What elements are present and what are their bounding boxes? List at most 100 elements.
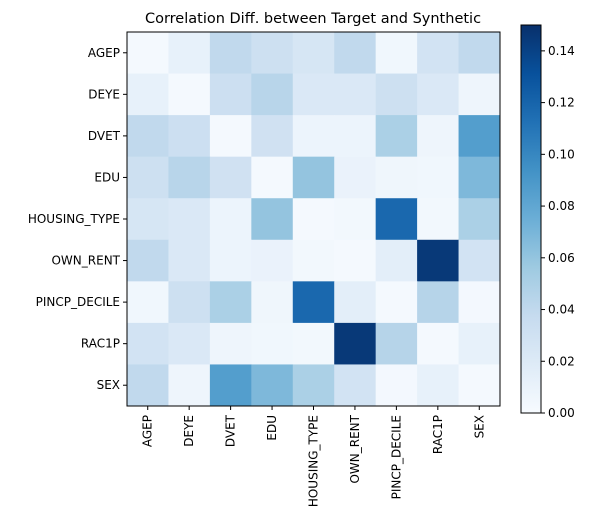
y-tick-label: RAC1P <box>81 337 120 351</box>
y-tick-label: PINCP_DECILE <box>36 295 120 309</box>
heatmap-cell <box>417 115 460 158</box>
heatmap-cell <box>458 73 501 116</box>
colorbar-tick-label: 0.14 <box>548 44 575 58</box>
heatmap-cell <box>375 239 418 282</box>
heatmap-cell <box>458 32 501 75</box>
heatmap-cell <box>168 32 211 75</box>
heatmap-cell <box>292 198 335 241</box>
heatmap-cell <box>417 239 460 282</box>
heatmap-cell <box>251 198 294 241</box>
heatmap-cell <box>417 32 460 75</box>
heatmap-cell <box>251 32 294 75</box>
heatmap-cell <box>292 32 335 75</box>
heatmap-cell <box>251 156 294 199</box>
heatmap-cell <box>209 281 252 324</box>
colorbar-tick-label: 0.00 <box>548 406 575 420</box>
heatmap-cell <box>127 239 169 282</box>
heatmap-cell <box>168 364 211 407</box>
heatmap-cell <box>251 115 294 158</box>
heatmap-cell <box>209 198 252 241</box>
colorbar-axis: 0.00 0.02 0.04 0.06 0.08 0.10 0.12 0.14 <box>541 44 575 420</box>
x-axis: AGEP DEYE DVET EDU HOUSING_TYPE OWN_RENT PINCP… <box>141 406 486 507</box>
heatmap-cell <box>417 73 460 116</box>
heatmap-cell <box>458 239 501 282</box>
heatmap-cell <box>251 239 294 282</box>
heatmap-cell <box>334 73 377 116</box>
y-tick-label: AGEP <box>88 46 120 60</box>
heatmap-cell <box>168 115 211 158</box>
heatmap-cell <box>209 73 252 116</box>
heatmap-cell <box>127 364 169 407</box>
heatmap-cell <box>251 281 294 324</box>
heatmap-cell <box>127 281 169 324</box>
x-tick-label: HOUSING_TYPE <box>307 415 321 507</box>
x-tick-label: PINCP_DECILE <box>389 415 403 499</box>
heatmap-cell <box>417 322 460 365</box>
heatmap-cell <box>375 73 418 116</box>
heatmap-cell <box>127 322 169 365</box>
heatmap-cell <box>334 115 377 158</box>
colorbar-tick-label: 0.04 <box>548 303 575 317</box>
heatmap-cell <box>251 322 294 365</box>
heatmap-cell <box>334 281 377 324</box>
x-tick-label: OWN_RENT <box>348 414 362 483</box>
heatmap-cell <box>168 156 211 199</box>
heatmap-cell <box>127 32 169 75</box>
heatmap-cell <box>375 198 418 241</box>
heatmap-cells <box>127 32 501 407</box>
heatmap-cell <box>458 156 501 199</box>
heatmap-cell <box>168 198 211 241</box>
y-tick-label: HOUSING_TYPE <box>28 212 120 226</box>
heatmap-cell <box>334 322 377 365</box>
heatmap-cell <box>168 281 211 324</box>
heatmap-cell <box>458 364 501 407</box>
heatmap-cell <box>127 198 169 241</box>
heatmap-cell <box>417 156 460 199</box>
heatmap-cell <box>292 156 335 199</box>
heatmap-cell <box>375 32 418 75</box>
heatmap-cell <box>375 322 418 365</box>
heatmap-cell <box>168 239 211 282</box>
x-tick-label: EDU <box>265 415 279 441</box>
y-tick-label: EDU <box>94 170 120 184</box>
heatmap-cell <box>334 239 377 282</box>
y-axis: AGEP DEYE DVET EDU HOUSING_TYPE OWN_RENT PINCP… <box>28 46 127 392</box>
x-tick-label: SEX <box>472 415 486 438</box>
colorbar-tick-label: 0.02 <box>548 354 575 368</box>
colorbar-tick-label: 0.12 <box>548 96 575 110</box>
y-tick-label: DVET <box>88 129 121 143</box>
x-tick-label: DEYE <box>182 415 196 447</box>
heatmap-cell <box>458 281 501 324</box>
heatmap-cell <box>127 73 169 116</box>
heatmap-cell <box>417 198 460 241</box>
heatmap-cell <box>292 322 335 365</box>
heatmap-cell <box>209 239 252 282</box>
y-tick-label: OWN_RENT <box>51 254 120 268</box>
heatmap-cell <box>209 32 252 75</box>
heatmap-cell <box>209 156 252 199</box>
heatmap-cell <box>251 73 294 116</box>
heatmap-cell <box>334 198 377 241</box>
chart-title: Correlation Diff. between Target and Syn… <box>145 11 481 27</box>
heatmap-cell <box>168 322 211 365</box>
heatmap-cell <box>292 364 335 407</box>
heatmap-cell <box>292 281 335 324</box>
y-tick-label: DEYE <box>88 87 120 101</box>
heatmap-cell <box>417 364 460 407</box>
heatmap-cell <box>209 364 252 407</box>
colorbar-tick-label: 0.06 <box>548 251 575 265</box>
heatmap-cell <box>209 322 252 365</box>
heatmap-cell <box>375 115 418 158</box>
heatmap-cell <box>375 281 418 324</box>
heatmap-cell <box>334 156 377 199</box>
heatmap-cell <box>209 115 252 158</box>
heatmap-cell <box>334 364 377 407</box>
heatmap-cell <box>251 364 294 407</box>
x-tick-label: AGEP <box>141 415 155 447</box>
heatmap-cell <box>458 115 501 158</box>
y-tick-label: SEX <box>97 378 120 392</box>
heatmap-cell <box>334 32 377 75</box>
heatmap-cell <box>292 115 335 158</box>
heatmap-cell <box>127 115 169 158</box>
